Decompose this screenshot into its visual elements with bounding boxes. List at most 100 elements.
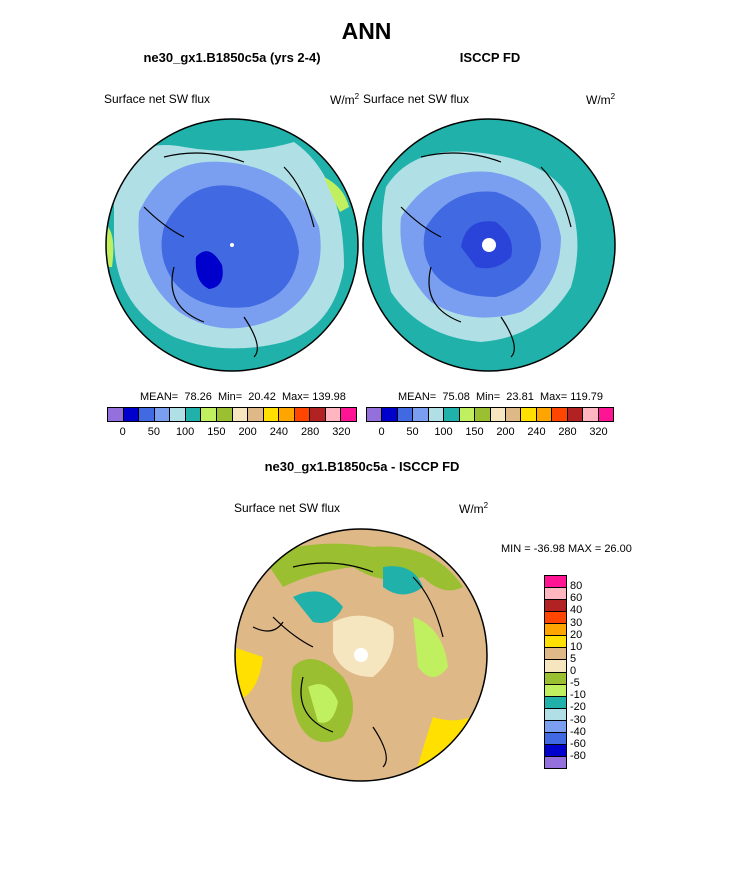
colorbar-box — [397, 408, 414, 421]
min-value: 23.81 — [506, 391, 534, 403]
colorbar-box — [201, 408, 217, 421]
diff-variable: Surface net SW flux — [234, 501, 341, 515]
colorbar-difference — [544, 575, 567, 769]
max-value: 139.98 — [312, 391, 346, 403]
units-text: W/m — [330, 93, 355, 107]
colorbar-box — [139, 408, 155, 421]
colorbar-tick-label: -60 — [570, 737, 586, 750]
colorbar-box — [545, 696, 566, 709]
colorbar-box — [583, 408, 599, 421]
colorbar-box — [545, 732, 566, 745]
map-difference — [234, 528, 488, 782]
colorbar-tick-label: 30 — [570, 616, 583, 629]
diff-units: W/m2 — [459, 501, 488, 516]
min-value: 20.42 — [248, 391, 276, 403]
colorbar-box — [552, 408, 568, 421]
colorbar-box — [248, 408, 264, 421]
colorbar-box — [294, 408, 311, 421]
min-label: Min= — [476, 391, 501, 403]
page-title: ANN — [341, 18, 392, 44]
colorbar-tick-label: -5 — [570, 677, 580, 690]
colorbar-box — [475, 408, 491, 421]
colorbar-box — [108, 408, 124, 421]
colorbar-box — [413, 408, 429, 421]
colorbar-box — [545, 660, 566, 673]
colorbar-model — [107, 407, 357, 422]
colorbar-tick-label: 20 — [570, 628, 583, 641]
units-sup: 2 — [610, 92, 616, 101]
colorbar-box — [490, 408, 506, 421]
colorbar-tick-label: 200 — [496, 426, 515, 438]
colorbar-tick-label: 150 — [207, 426, 226, 438]
colorbar-tick-label: 80 — [570, 580, 583, 593]
colorbar-box — [545, 648, 566, 661]
colorbar-box — [185, 408, 202, 421]
colorbar-box — [459, 408, 476, 421]
units-text: W/m — [586, 93, 611, 107]
map-obs — [362, 118, 616, 372]
colorbar-box — [545, 576, 566, 589]
min-label: Min= — [218, 391, 243, 403]
max-value: 119.79 — [570, 391, 604, 403]
colorbar-box — [545, 588, 566, 601]
colorbar-tick-label: 50 — [147, 426, 160, 438]
colorbar-box — [444, 408, 460, 421]
colorbar-tick-label: 0 — [378, 426, 385, 438]
colorbar-tick-label: 240 — [269, 426, 289, 438]
panel2-units: W/m2 — [586, 92, 615, 107]
colorbar-box — [428, 408, 445, 421]
colorbar-box — [263, 408, 280, 421]
diff-minmax: MIN = -36.98 MAX = 26.00 — [501, 543, 632, 555]
max-label: Max= — [539, 391, 568, 403]
mean-label: MEAN= — [398, 391, 437, 403]
colorbar-tick-label: 0 — [570, 665, 577, 677]
colorbar-box — [545, 600, 566, 613]
colorbar-box — [567, 408, 584, 421]
colorbar-tick-label: 50 — [406, 426, 419, 438]
panel2-subtitle: ISCCP FD — [459, 50, 521, 65]
panel1-subtitle: ne30_gx1.B1850c5a (yrs 2-4) — [143, 50, 321, 65]
colorbar-box — [545, 744, 566, 757]
panel1-stats: MEAN= 78.26 Min= 20.42 Max= 139.98 — [140, 391, 346, 403]
colorbar-box — [545, 636, 566, 649]
panel1-units: W/m2 — [330, 92, 359, 107]
colorbar-tick-label: -30 — [570, 713, 586, 726]
units-sup: 2 — [354, 92, 360, 101]
colorbar-box — [598, 408, 613, 421]
colorbar-box — [382, 408, 398, 421]
colorbar-tick-label: -20 — [570, 701, 586, 714]
colorbar-box — [545, 612, 566, 625]
colorbar-obs — [366, 407, 614, 422]
colorbar-tick-label: 5 — [570, 652, 577, 665]
colorbar-box — [367, 408, 383, 421]
colorbar-tick-label: 60 — [570, 592, 583, 605]
colorbar-tick-label: 0 — [119, 426, 126, 438]
colorbar-box — [545, 756, 566, 768]
colorbar-tick-label: 100 — [175, 426, 195, 438]
colorbar-tick-label: -10 — [570, 689, 586, 702]
colorbar-tick-label: -80 — [570, 749, 586, 762]
colorbar-box — [545, 672, 566, 685]
colorbar-box — [310, 408, 326, 421]
colorbar-box — [521, 408, 537, 421]
colorbar-tick-label: 280 — [558, 426, 577, 438]
colorbar-box — [216, 408, 233, 421]
colorbar-tick-label: 10 — [570, 640, 583, 653]
panel2-stats: MEAN= 75.08 Min= 23.81 Max= 119.79 — [398, 391, 603, 403]
colorbar-box — [341, 408, 356, 421]
colorbar-box — [505, 408, 522, 421]
colorbar-box — [545, 720, 566, 733]
panel2-variable: Surface net SW flux — [363, 92, 470, 106]
colorbar-box — [545, 684, 566, 697]
colorbar-tick-label: 240 — [527, 426, 546, 438]
colorbar-tick-label: 320 — [589, 426, 608, 438]
mean-value: 75.08 — [442, 391, 470, 403]
colorbar-box — [536, 408, 553, 421]
colorbar-tick-label: -40 — [570, 725, 586, 738]
max-label: Max= — [281, 391, 310, 403]
colorbar-tick-label: 200 — [238, 426, 257, 438]
colorbar-box — [325, 408, 342, 421]
mean-label: MEAN= — [140, 391, 179, 403]
units-text: W/m — [459, 502, 484, 516]
colorbar-tick-label: 100 — [434, 426, 453, 438]
